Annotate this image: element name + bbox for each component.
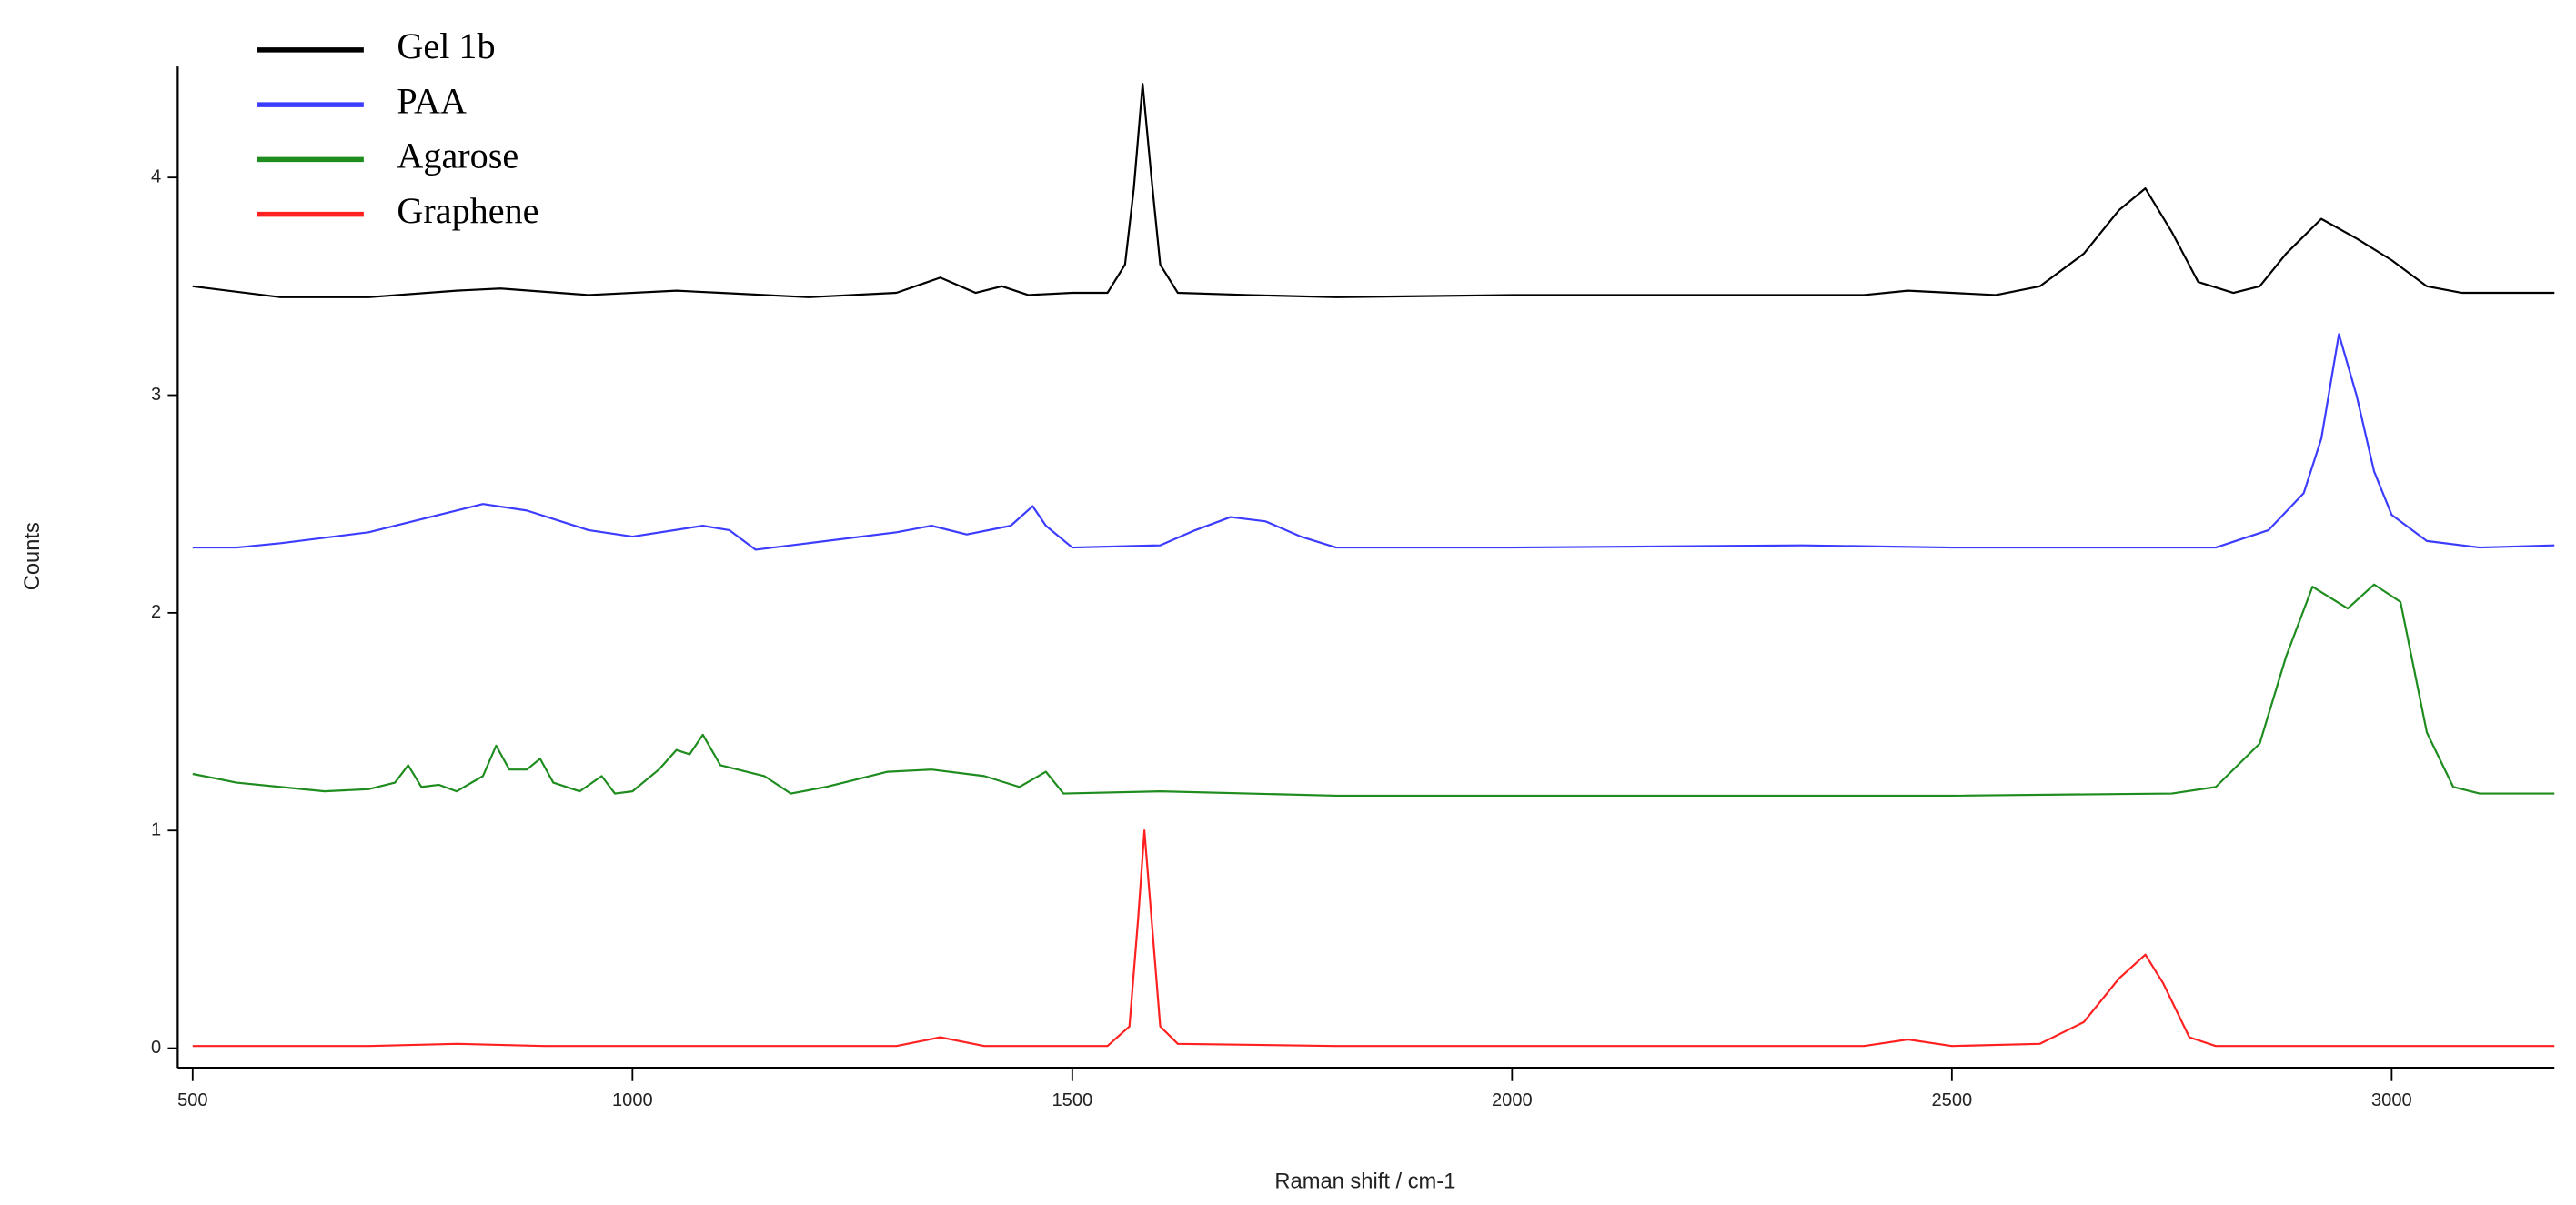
y-tick-label: 1 <box>151 820 161 840</box>
y-tick-label: 4 <box>151 166 161 186</box>
x-tick-label: 1500 <box>1052 1090 1092 1110</box>
series-line <box>192 333 2555 551</box>
x-axis-title: Raman shift / cm-1 <box>1274 1170 1455 1193</box>
legend-label: Graphene <box>397 190 538 231</box>
y-tick-label: 3 <box>151 385 161 405</box>
x-tick-label: 500 <box>177 1090 208 1110</box>
legend-label: Agarose <box>397 136 518 176</box>
x-tick-label: 2000 <box>1492 1090 1533 1110</box>
series-line <box>192 829 2555 1048</box>
legend-label: Gel 1b <box>397 25 495 66</box>
x-tick-label: 2500 <box>1932 1090 1973 1110</box>
x-tick-label: 3000 <box>2371 1090 2412 1110</box>
y-tick-label: 2 <box>151 602 161 622</box>
series-line <box>192 83 2555 298</box>
x-tick-label: 1000 <box>612 1090 653 1110</box>
legend-label: PAA <box>397 80 467 121</box>
y-axis-title: Counts <box>21 522 45 590</box>
y-tick-label: 0 <box>151 1038 161 1058</box>
series-line <box>192 583 2555 798</box>
